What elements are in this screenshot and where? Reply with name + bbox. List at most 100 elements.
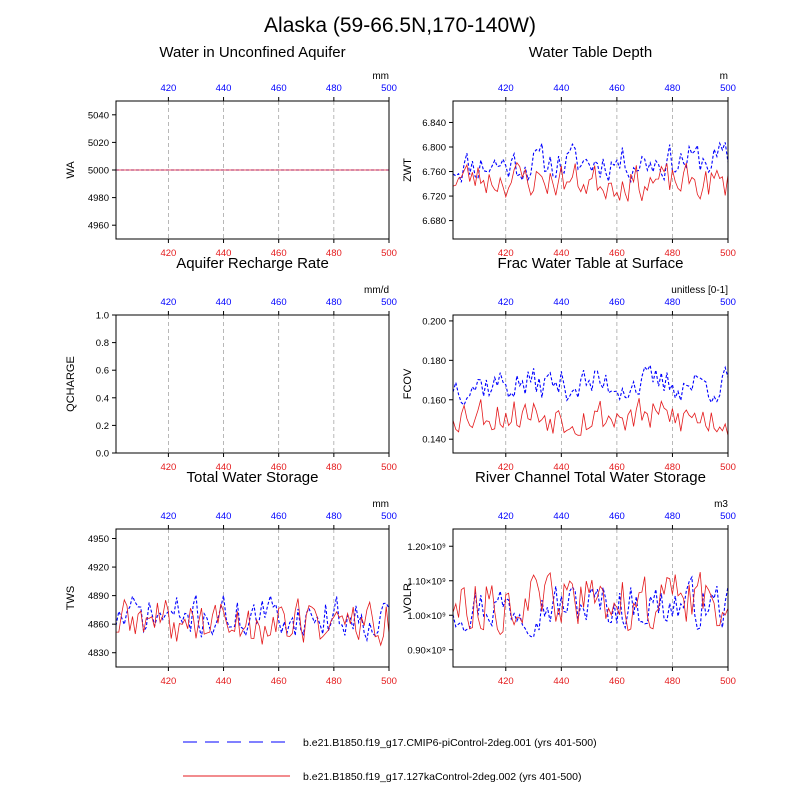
x-tick-label-top: 440	[553, 297, 569, 308]
x-tick-label-bottom: 440	[216, 248, 232, 259]
x-tick-label-bottom: 500	[720, 462, 736, 473]
panel-title: Water Table Depth	[529, 44, 652, 61]
series-cmip6-picontrol-line	[452, 363, 729, 406]
x-tick-label-top: 440	[216, 83, 232, 94]
x-tick-label-bottom: 420	[498, 248, 514, 259]
x-tick-label-bottom: 420	[498, 462, 514, 473]
plot-frame	[115, 528, 390, 668]
series-cmip6-picontrol-line	[452, 141, 729, 184]
x-tick-label-top: 420	[160, 83, 176, 94]
legend: b.e21.B1850.f19_g17.CMIP6-piControl-2deg…	[183, 737, 597, 783]
x-tick-label-bottom: 460	[271, 462, 287, 473]
y-tick-label: 1.10×10⁹	[407, 576, 446, 587]
panel-title: River Channel Total Water Storage	[475, 469, 706, 486]
panel-units: mm	[372, 499, 389, 510]
plot-frame	[452, 528, 729, 668]
y-tick-label: 0.0	[96, 449, 109, 460]
x-tick-label-top: 500	[381, 297, 397, 308]
y-axis-label: QCHARGE	[65, 356, 77, 412]
y-tick-label: 1.20×10⁹	[407, 542, 446, 553]
x-tick-label-bottom: 440	[553, 676, 569, 687]
plot-frame	[452, 100, 729, 240]
x-tick-label-top: 500	[720, 511, 736, 522]
panel-2: Water Table Depth m ZWT 420 420 440 440 460 460 4…	[402, 44, 736, 259]
y-tick-label: 5020	[88, 138, 109, 149]
panel-title: Total Water Storage	[186, 469, 318, 486]
y-axis-label: VOLR	[402, 583, 414, 613]
x-tick-label-bottom: 460	[609, 248, 625, 259]
x-tick-label-top: 500	[381, 83, 397, 94]
x-tick-label-bottom: 480	[326, 676, 342, 687]
series-127kacontrol-line	[452, 571, 729, 636]
x-tick-label-top: 460	[609, 83, 625, 94]
y-tick-label: 6.720	[422, 192, 446, 203]
x-tick-label-top: 500	[720, 297, 736, 308]
x-tick-label-bottom: 500	[720, 248, 736, 259]
x-tick-label-bottom: 440	[553, 462, 569, 473]
series-127kacontrol-line	[116, 598, 390, 647]
y-tick-label: 4830	[88, 648, 109, 659]
figure-title: Alaska (59-66.5N,170-140W)	[264, 14, 536, 37]
x-tick-label-top: 420	[498, 297, 514, 308]
panel-units: m3	[714, 499, 728, 510]
x-tick-label-top: 440	[553, 511, 569, 522]
panel-6: River Channel Total Water Storage m3 VOLR 4…	[402, 469, 736, 687]
x-tick-label-bottom: 480	[665, 248, 681, 259]
plot-frame	[115, 314, 390, 454]
x-tick-label-bottom: 420	[160, 248, 176, 259]
y-axis-label: FCOV	[402, 368, 414, 399]
panel-3: Aquifer Recharge Rate mm/d QCHARGE 420 420 44…	[65, 255, 397, 473]
x-tick-label-bottom: 420	[160, 676, 176, 687]
panel-units: mm	[372, 71, 389, 82]
x-tick-label-top: 420	[160, 297, 176, 308]
x-tick-label-top: 460	[271, 297, 287, 308]
panel-5: Total Water Storage mm TWS 420 420 440 440 460 4…	[65, 469, 397, 687]
panels: Water in Unconfined Aquifer mm WA 420 420 440…	[65, 44, 736, 687]
x-tick-label-top: 480	[326, 83, 342, 94]
x-tick-label-top: 480	[326, 511, 342, 522]
legend-label: b.e21.B1850.f19_g17.127kaControl-2deg.00…	[303, 771, 581, 783]
x-tick-label-bottom: 420	[498, 676, 514, 687]
x-tick-label-top: 460	[271, 511, 287, 522]
x-tick-label-bottom: 460	[271, 248, 287, 259]
y-tick-label: 6.800	[422, 143, 446, 154]
x-tick-label-top: 500	[720, 83, 736, 94]
x-tick-label-top: 480	[665, 511, 681, 522]
y-tick-label: 0.2	[96, 421, 109, 432]
x-tick-label-bottom: 480	[665, 462, 681, 473]
y-axis-label: TWS	[65, 586, 77, 610]
y-tick-label: 0.180	[422, 356, 446, 367]
y-tick-label: 4960	[88, 221, 109, 232]
y-axis-label: ZWT	[402, 158, 414, 182]
x-tick-label-bottom: 480	[326, 248, 342, 259]
series-cmip6-picontrol-line	[452, 575, 729, 638]
y-tick-label: 1.0	[96, 311, 109, 322]
panel-units: m	[720, 71, 728, 82]
x-tick-label-top: 460	[271, 83, 287, 94]
y-axis-label: WA	[65, 161, 77, 179]
x-tick-label-top: 420	[498, 511, 514, 522]
y-tick-label: 4950	[88, 534, 109, 545]
y-tick-label: 4920	[88, 563, 109, 574]
y-tick-label: 0.4	[96, 393, 109, 404]
y-tick-label: 0.8	[96, 338, 109, 349]
x-tick-label-top: 420	[160, 511, 176, 522]
x-tick-label-bottom: 460	[609, 462, 625, 473]
y-tick-label: 6.840	[422, 118, 446, 129]
y-tick-label: 4980	[88, 193, 109, 204]
x-tick-label-bottom: 500	[720, 676, 736, 687]
x-tick-label-bottom: 440	[216, 462, 232, 473]
x-tick-label-bottom: 460	[609, 676, 625, 687]
y-tick-label: 0.160	[422, 395, 446, 406]
x-tick-label-top: 480	[665, 83, 681, 94]
y-tick-label: 0.6	[96, 366, 109, 377]
x-tick-label-bottom: 480	[326, 462, 342, 473]
x-tick-label-bottom: 440	[216, 676, 232, 687]
y-tick-label: 4860	[88, 620, 109, 631]
series-cmip6-picontrol-line	[115, 593, 390, 643]
x-tick-label-top: 460	[609, 297, 625, 308]
y-tick-label: 4890	[88, 591, 109, 602]
panel-title: Aquifer Recharge Rate	[176, 255, 329, 272]
x-tick-label-bottom: 420	[160, 462, 176, 473]
x-tick-label-bottom: 440	[553, 248, 569, 259]
